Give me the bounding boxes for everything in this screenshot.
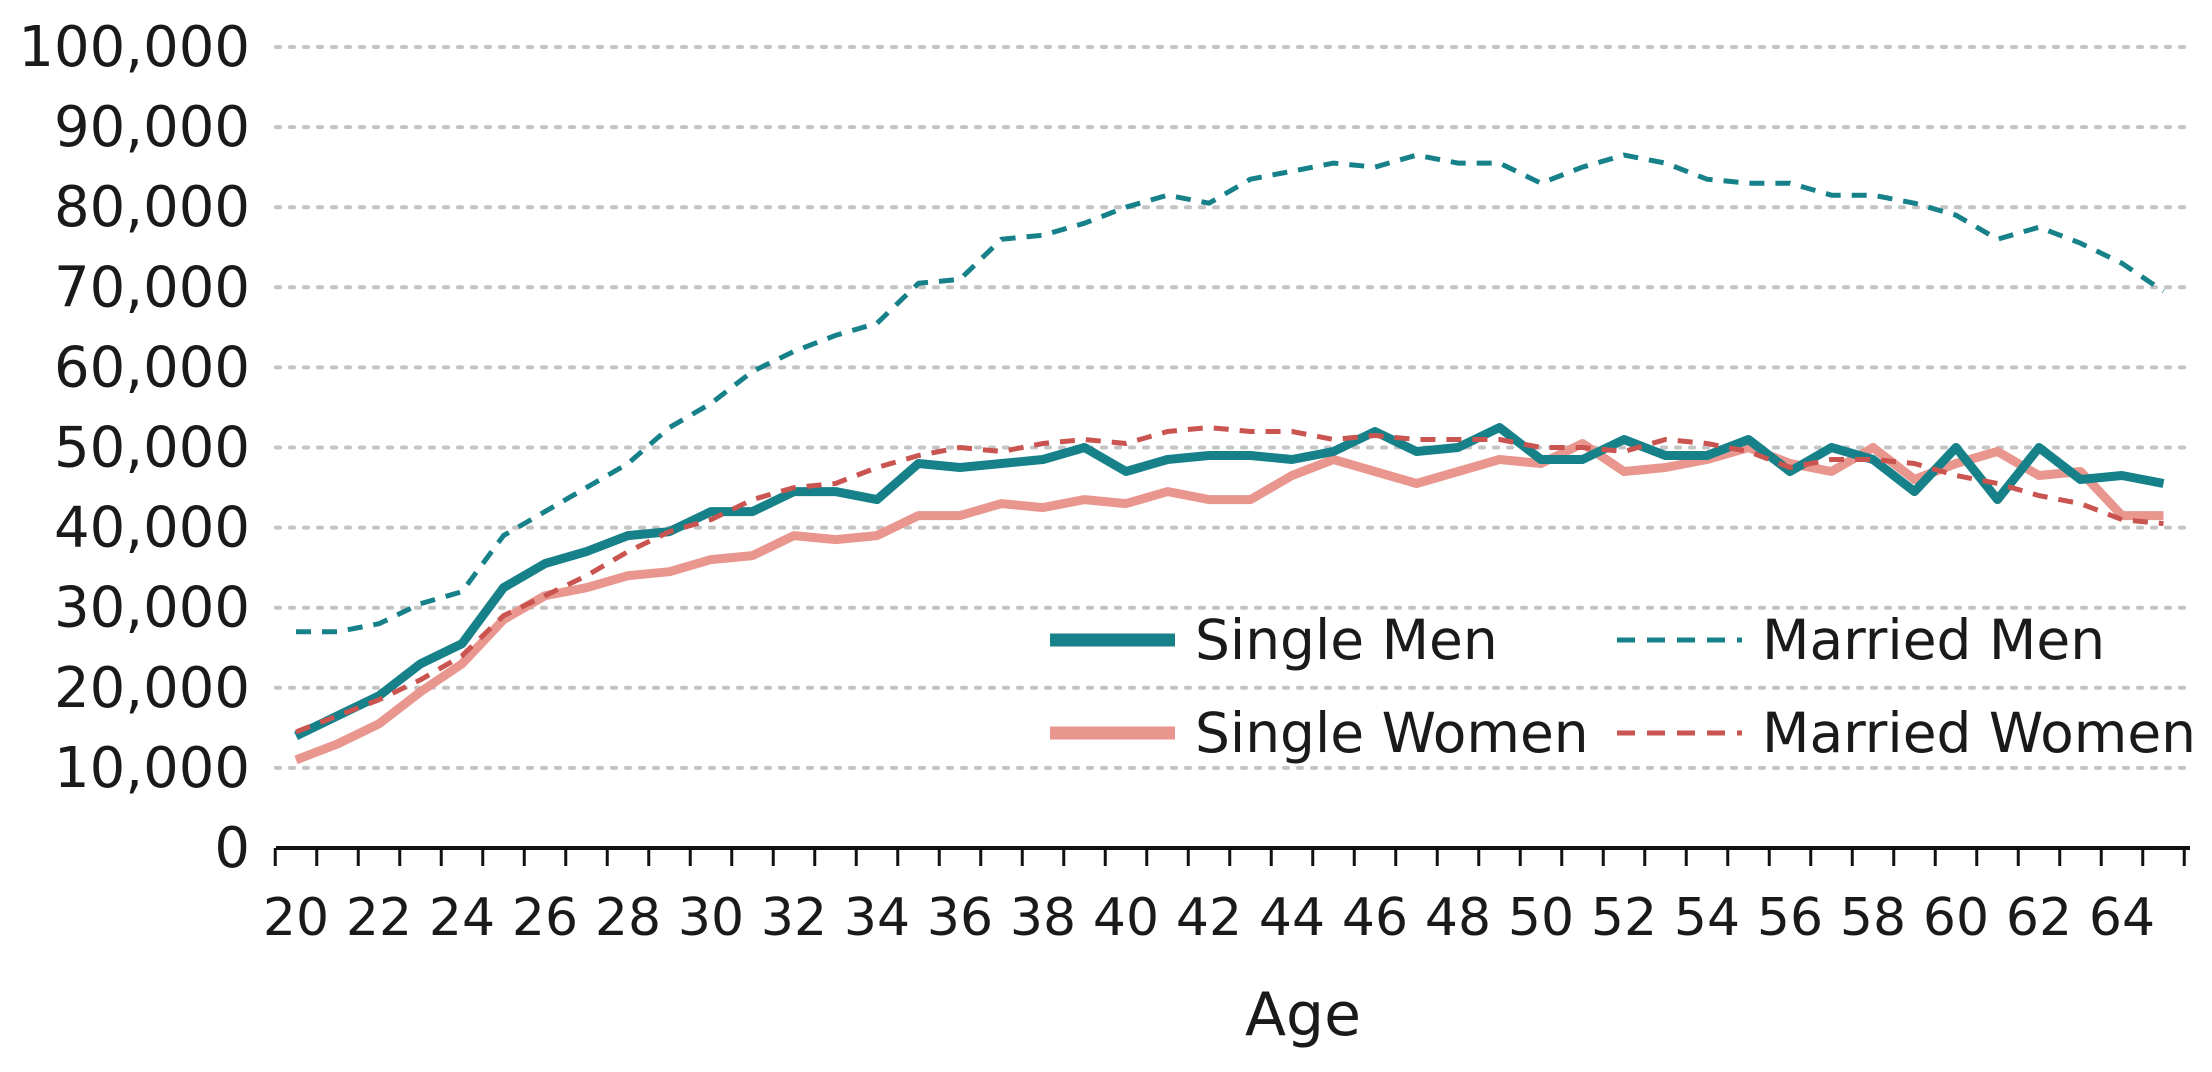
y-tick-label: 60,000: [54, 335, 250, 400]
legend-label: Single Men: [1195, 608, 1498, 672]
y-tick-label: 40,000: [54, 496, 250, 561]
x-tick-label: 42: [1176, 888, 1242, 948]
legend-label: Single Women: [1195, 701, 1589, 765]
legend-item: Single Women: [1050, 701, 1589, 765]
series-line-single-men: [294, 423, 2165, 740]
x-tick-label: 28: [595, 888, 661, 948]
x-tick-label: 50: [1508, 888, 1574, 948]
y-tick-label: 90,000: [54, 95, 250, 160]
axes: 0 10,000 20,000 30,000 40,000 50,000 60,000 70,…: [18, 15, 2190, 948]
y-tick-label: 70,000: [54, 255, 250, 320]
x-tick-label: 22: [346, 888, 412, 948]
y-tick-label: 100,000: [18, 15, 250, 80]
x-tick-label: 38: [1010, 888, 1076, 948]
y-tick-label: 80,000: [54, 175, 250, 240]
x-tick-label: 32: [761, 888, 827, 948]
x-tick-label: 64: [2089, 888, 2155, 948]
x-tick-label: 62: [2006, 888, 2072, 948]
x-tick-label: 48: [1425, 888, 1491, 948]
x-tick-label: 44: [1259, 888, 1325, 948]
x-tick-label: 24: [429, 888, 495, 948]
x-tick-label: 52: [1591, 888, 1657, 948]
x-tick-label: 54: [1674, 888, 1740, 948]
legend-item: Married Men: [1617, 608, 2105, 672]
series-line-married-men: [296, 152, 2165, 635]
x-tick-label: 46: [1342, 888, 1408, 948]
x-tick-label: 56: [1757, 888, 1823, 948]
series-lines: [294, 152, 2165, 765]
y-tick-label: 50,000: [54, 416, 250, 481]
x-tick-label: 26: [512, 888, 578, 948]
legend-label: Married Women: [1762, 701, 2196, 765]
x-tick-label: 40: [1093, 888, 1159, 948]
y-tick-label: 0: [214, 816, 250, 881]
y-tick-label: 20,000: [54, 656, 250, 721]
x-tick-label: 34: [844, 888, 910, 948]
x-tick-label: 30: [678, 888, 744, 948]
x-tick-label: 36: [927, 888, 993, 948]
series-line-single-women: [294, 439, 2164, 765]
legend-item: Married Women: [1617, 701, 2196, 765]
legend: Single Men Married Men Single Women Married…: [1050, 608, 2196, 765]
x-tick-label: 60: [1923, 888, 1989, 948]
x-tick-label: 58: [1840, 888, 1906, 948]
y-tick-label: 30,000: [54, 576, 250, 641]
legend-label: Married Men: [1762, 608, 2105, 672]
legend-item: Single Men: [1050, 608, 1498, 672]
x-tick-label: 20: [263, 888, 329, 948]
y-tick-label: 10,000: [54, 736, 250, 801]
x-axis-label: Age: [1245, 980, 1361, 1050]
